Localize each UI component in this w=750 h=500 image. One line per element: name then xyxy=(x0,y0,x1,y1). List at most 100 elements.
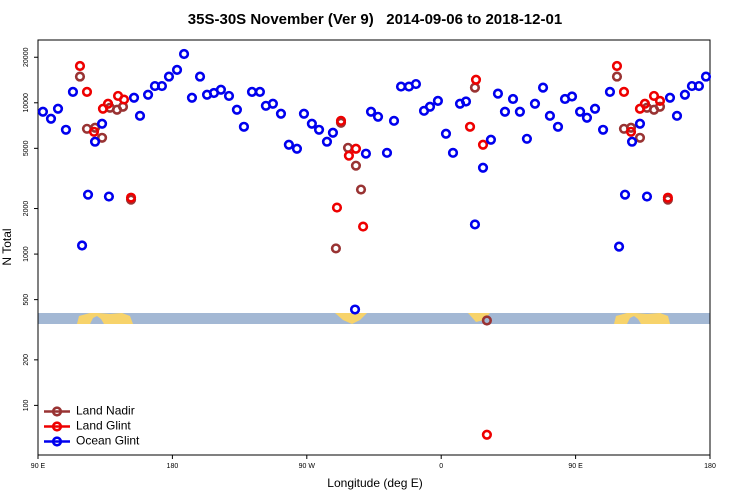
legend-label: Ocean Glint xyxy=(76,434,140,448)
point xyxy=(365,106,377,117)
point xyxy=(589,103,601,114)
legend-label: Land Nadir xyxy=(76,404,135,418)
point xyxy=(625,126,637,137)
point xyxy=(604,86,616,98)
point xyxy=(223,90,235,102)
point xyxy=(74,60,86,72)
point xyxy=(254,86,266,98)
point xyxy=(76,240,88,251)
point xyxy=(395,81,407,92)
point xyxy=(440,128,452,139)
legend-marker xyxy=(51,406,63,417)
y-tick-label: 100 xyxy=(23,399,30,411)
point xyxy=(654,101,666,112)
point xyxy=(163,71,175,82)
point xyxy=(313,124,325,135)
x-axis-label: Longitude (deg E) xyxy=(327,476,422,490)
legend-marker xyxy=(51,436,63,447)
point xyxy=(464,121,476,132)
y-axis-label: N Total xyxy=(0,228,14,265)
point xyxy=(102,98,114,109)
point xyxy=(321,136,333,147)
point xyxy=(460,96,472,107)
point xyxy=(693,80,705,92)
point xyxy=(613,241,625,252)
point xyxy=(355,184,367,195)
point xyxy=(118,94,130,105)
point xyxy=(492,88,504,99)
y-tick-label: 1000 xyxy=(23,246,30,262)
point xyxy=(88,126,100,137)
point xyxy=(485,134,497,145)
point xyxy=(97,103,109,114)
point xyxy=(331,202,343,213)
point xyxy=(477,139,489,150)
point xyxy=(611,60,623,72)
point xyxy=(275,108,287,119)
point xyxy=(507,93,519,105)
point xyxy=(477,162,489,173)
point xyxy=(52,103,64,114)
y-tick-label: 200 xyxy=(23,354,30,366)
point xyxy=(128,92,140,103)
point xyxy=(529,98,541,109)
point xyxy=(291,143,303,154)
point xyxy=(215,84,227,95)
point xyxy=(372,111,384,122)
point xyxy=(469,219,481,230)
point xyxy=(481,315,492,326)
y-tick-label: 500 xyxy=(23,294,30,306)
point xyxy=(671,110,683,121)
point xyxy=(634,132,646,143)
point xyxy=(521,133,533,144)
point xyxy=(662,192,673,203)
point xyxy=(171,64,183,75)
y-tick-label: 10000 xyxy=(23,93,30,113)
point xyxy=(156,80,168,92)
point xyxy=(194,71,206,82)
point xyxy=(639,98,650,109)
map-band xyxy=(38,313,710,324)
x-tick-label: 180 xyxy=(167,463,179,470)
legend-marker xyxy=(51,421,63,432)
y-tick-label: 2000 xyxy=(23,201,30,217)
point xyxy=(470,74,482,85)
point xyxy=(342,142,354,153)
point xyxy=(82,189,94,200)
point xyxy=(388,115,400,126)
point xyxy=(447,147,459,158)
point xyxy=(357,221,369,232)
point xyxy=(648,90,660,102)
x-tick-label: 90 E xyxy=(31,463,46,470)
point xyxy=(597,124,609,135)
point xyxy=(267,98,279,109)
point xyxy=(231,104,243,115)
point xyxy=(381,147,393,158)
x-tick-label: 180 xyxy=(704,463,716,470)
chart-title: 35S-30S November (Ver 9) 2014-09-06 to 2… xyxy=(188,11,562,28)
point xyxy=(481,429,492,440)
point xyxy=(552,121,564,132)
point xyxy=(343,150,355,161)
point xyxy=(74,71,86,82)
y-tick-label: 20000 xyxy=(23,47,30,67)
point xyxy=(37,106,49,117)
point xyxy=(283,139,294,150)
point xyxy=(410,78,422,90)
point xyxy=(125,192,137,203)
point xyxy=(89,136,101,147)
point xyxy=(306,118,317,129)
point xyxy=(654,95,666,106)
point xyxy=(60,124,72,135)
point xyxy=(186,92,198,103)
point xyxy=(634,118,646,129)
point xyxy=(238,121,250,132)
point xyxy=(360,148,372,159)
point xyxy=(246,86,258,98)
point xyxy=(679,89,691,100)
point xyxy=(611,71,623,82)
point xyxy=(142,89,154,100)
point xyxy=(619,189,631,200)
point xyxy=(537,82,549,93)
point xyxy=(103,191,115,202)
